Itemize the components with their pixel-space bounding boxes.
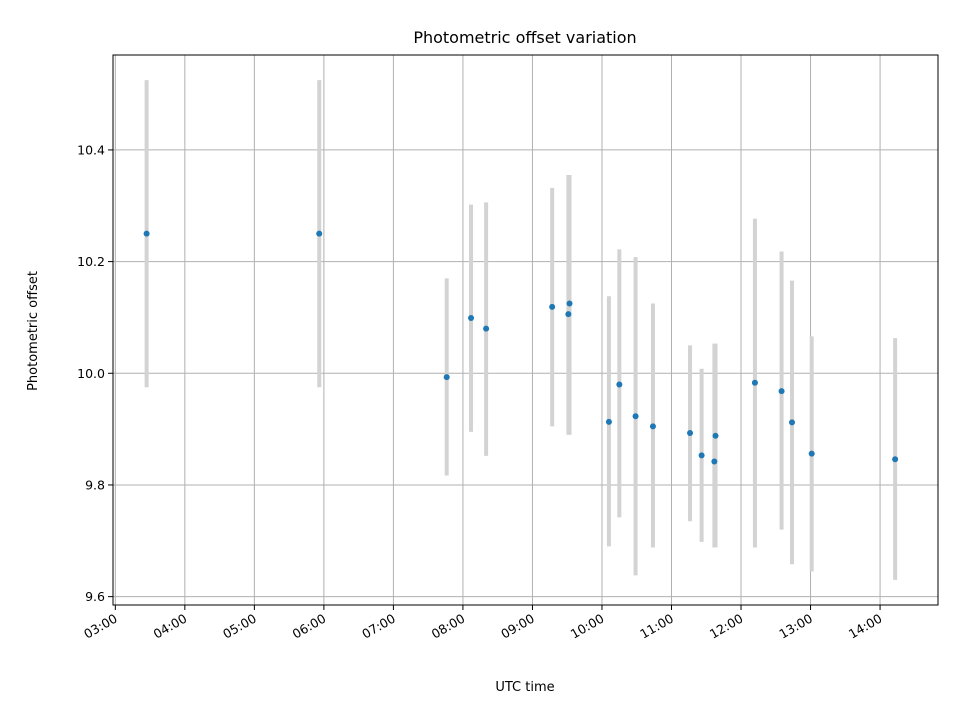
- error-bars: [144, 80, 898, 580]
- x-tick-label: 04:00: [151, 611, 190, 642]
- data-point: [549, 303, 556, 310]
- x-tick-label: 03:00: [81, 611, 120, 642]
- x-tick-label: 05:00: [220, 611, 259, 642]
- data-point: [698, 452, 705, 459]
- data-point: [443, 374, 450, 381]
- y-tick-label: 9.6: [85, 589, 105, 604]
- data-point: [751, 379, 758, 386]
- data-point: [316, 230, 323, 237]
- data-point: [616, 381, 623, 388]
- x-tick-label: 13:00: [776, 611, 815, 642]
- data-point: [711, 458, 718, 465]
- x-tick-label: 08:00: [429, 611, 468, 642]
- data-point: [143, 230, 150, 237]
- y-tick-label: 9.8: [85, 477, 105, 492]
- data-point: [483, 325, 490, 332]
- x-tick-label: 07:00: [359, 611, 398, 642]
- x-tick-label: 09:00: [498, 611, 537, 642]
- data-point: [808, 450, 815, 457]
- y-tick-label: 10.4: [77, 142, 105, 157]
- data-point: [565, 311, 572, 318]
- data-point: [566, 300, 573, 307]
- y-tick-label: 10.0: [77, 366, 105, 381]
- data-points: [143, 230, 899, 465]
- x-axis-ticks: 03:00 04:00 05:00 06:00 07:00 08:00 09:00 10:00…: [81, 605, 885, 642]
- x-tick-label: 10:00: [568, 611, 607, 642]
- x-tick-label: 11:00: [637, 611, 676, 642]
- x-axis-label: UTC time: [495, 680, 554, 695]
- data-point: [712, 432, 719, 439]
- data-point: [649, 423, 656, 430]
- data-point: [789, 419, 796, 426]
- x-tick-label: 14:00: [846, 611, 885, 642]
- chart-title: Photometric offset variation: [413, 28, 636, 47]
- data-point: [892, 456, 899, 463]
- grid-lines: [113, 55, 938, 605]
- y-axis-label: Photometric offset: [26, 271, 41, 391]
- data-point: [632, 413, 639, 420]
- data-point: [687, 430, 694, 437]
- plot-area-frame: [112, 54, 939, 606]
- y-axis-ticks: 9.6 9.8 10.0 10.2 10.4: [77, 142, 113, 604]
- y-tick-label: 10.2: [77, 254, 105, 269]
- data-point: [468, 314, 475, 321]
- data-point: [778, 388, 785, 395]
- x-tick-label: 06:00: [290, 611, 329, 642]
- data-point: [605, 418, 612, 425]
- x-tick-label: 12:00: [707, 611, 746, 642]
